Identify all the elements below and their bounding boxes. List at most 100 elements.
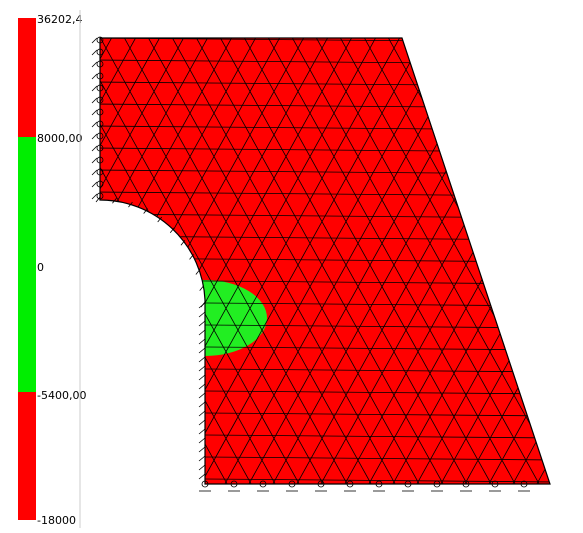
support-hatch xyxy=(198,374,206,381)
support-hatch xyxy=(128,201,133,208)
support-hatch xyxy=(91,85,98,92)
support-hatch xyxy=(91,157,98,164)
support-hatch xyxy=(91,37,98,44)
supports xyxy=(91,36,530,492)
support-node xyxy=(96,168,104,176)
mesh-line xyxy=(576,30,583,500)
support-node xyxy=(96,96,104,104)
mesh-line xyxy=(100,38,117,484)
support-hatch xyxy=(198,347,206,354)
mesh-line xyxy=(100,38,117,484)
legend-band-mid xyxy=(18,137,36,392)
support-hatch xyxy=(198,392,206,399)
mesh-line xyxy=(431,38,550,484)
support-hatch xyxy=(199,285,205,291)
mesh-line xyxy=(0,30,92,500)
support-hatch xyxy=(198,401,206,408)
support-hatch xyxy=(157,216,163,223)
mesh-line xyxy=(552,30,583,500)
support-hatch xyxy=(91,49,98,56)
support-hatch xyxy=(195,269,201,275)
support-hatch xyxy=(169,227,175,234)
mesh-line xyxy=(0,30,20,500)
support-hatch xyxy=(91,181,98,188)
support-node xyxy=(433,480,441,488)
support-hatch xyxy=(143,208,148,214)
support-hatch xyxy=(198,419,206,426)
mesh-line xyxy=(479,38,550,484)
mesh-line xyxy=(0,30,20,500)
mesh-line xyxy=(455,38,550,484)
support-hatch xyxy=(198,311,206,318)
support-node xyxy=(96,60,104,68)
support-hatch xyxy=(198,356,206,363)
support-node xyxy=(259,480,267,488)
legend-band-high xyxy=(18,18,36,137)
support-node xyxy=(375,480,383,488)
support-hatch xyxy=(91,193,98,200)
support-node xyxy=(230,480,238,488)
mesh-line xyxy=(527,38,550,484)
support-node xyxy=(317,480,325,488)
support-hatch xyxy=(91,97,98,104)
support-hatch xyxy=(91,73,98,80)
support-hatch xyxy=(198,338,206,345)
mesh-line xyxy=(100,38,189,484)
support-hatch xyxy=(198,383,206,390)
support-hatch xyxy=(91,169,98,176)
support-hatch xyxy=(91,133,98,140)
support-node xyxy=(462,480,470,488)
support-hatch xyxy=(95,196,101,203)
mesh-line xyxy=(0,30,92,500)
legend-label: 36202,4 xyxy=(37,13,83,26)
support-hatch xyxy=(198,365,206,372)
support-hatch xyxy=(198,473,206,480)
support-node xyxy=(96,132,104,140)
support-hatch xyxy=(198,446,206,453)
legend-label: 0 xyxy=(37,261,44,274)
support-hatch xyxy=(198,464,206,471)
support-hatch xyxy=(91,61,98,68)
support-node xyxy=(96,36,104,44)
legend-label: 8000,00 xyxy=(37,132,83,145)
support-node xyxy=(96,84,104,92)
support-node xyxy=(404,480,412,488)
fem-body xyxy=(100,38,550,484)
support-node xyxy=(96,180,104,188)
support-node xyxy=(201,480,209,488)
support-node xyxy=(96,108,104,116)
support-hatch xyxy=(198,320,206,327)
support-hatch xyxy=(91,121,98,128)
support-hatch xyxy=(180,240,186,246)
legend-label: -5400,00 xyxy=(37,389,86,402)
support-node xyxy=(346,480,354,488)
support-hatch xyxy=(91,109,98,116)
support-node xyxy=(96,156,104,164)
support-hatch xyxy=(91,145,98,152)
support-hatch xyxy=(198,329,206,336)
mesh-line xyxy=(335,38,550,484)
mesh-line xyxy=(527,38,550,484)
support-hatch xyxy=(198,437,206,444)
support-node xyxy=(491,480,499,488)
support-node xyxy=(520,480,528,488)
support-node xyxy=(96,48,104,56)
support-node xyxy=(96,120,104,128)
support-hatch xyxy=(112,198,117,204)
mesh-line xyxy=(552,30,583,500)
legend-band-low xyxy=(18,392,36,520)
legend-label: -18000 xyxy=(37,514,76,527)
mesh-line xyxy=(100,38,213,484)
support-node xyxy=(96,192,104,200)
support-node xyxy=(96,144,104,152)
mesh-line xyxy=(191,38,453,484)
mesh-line xyxy=(100,38,165,484)
support-hatch xyxy=(198,428,206,435)
mesh-line xyxy=(576,30,583,500)
fem-outline xyxy=(99,37,551,485)
support-node xyxy=(288,480,296,488)
support-hatch xyxy=(198,455,206,462)
support-hatch xyxy=(198,410,206,417)
